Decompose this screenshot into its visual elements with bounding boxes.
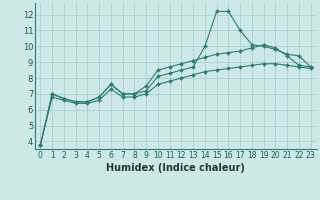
X-axis label: Humidex (Indice chaleur): Humidex (Indice chaleur) <box>106 163 245 173</box>
